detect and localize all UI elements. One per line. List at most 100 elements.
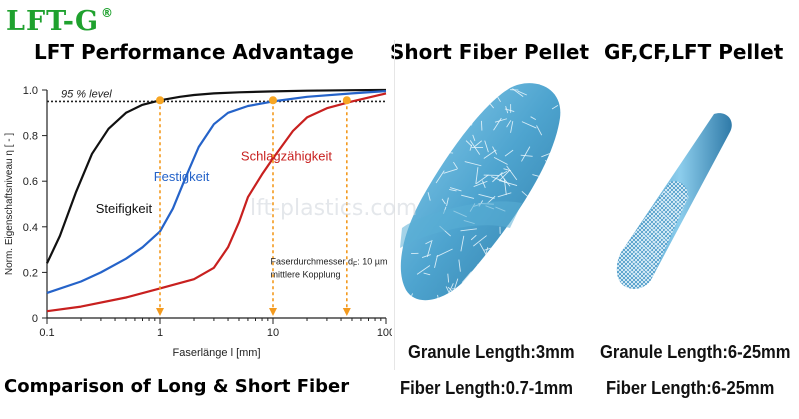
short-fiber-strand <box>473 180 488 187</box>
short-fiber-strand <box>428 156 440 161</box>
long-fiber-strand <box>626 188 671 274</box>
short-fiber-strand <box>469 144 473 151</box>
short-fiber-strand <box>461 271 472 283</box>
short-fiber-strand <box>427 192 431 201</box>
short-fiber-strand <box>531 232 546 239</box>
short-fiber-strand <box>544 160 552 167</box>
short-fiber-strand <box>434 255 438 268</box>
short-fiber-strand <box>476 271 481 283</box>
y-axis-label: Norm. Eigenschaftsniveau η [ - ] <box>4 133 15 276</box>
level-marker <box>342 96 351 105</box>
short-fiber-strand <box>465 140 473 147</box>
short-fiber-strand <box>545 228 553 243</box>
short-fiber-strand <box>413 139 424 144</box>
long-fiber-strand <box>636 193 682 278</box>
short-fiber-strand <box>529 244 538 257</box>
short-fiber-strand <box>500 173 511 187</box>
short-fiber-strand <box>528 233 542 243</box>
short-fiber-strand <box>541 174 549 190</box>
series-label-steifigkeit: Steifigkeit <box>96 201 153 216</box>
long-fiber-strand <box>628 189 674 275</box>
short-fiber-strand <box>521 121 537 129</box>
series-line-schlagzähigkeit <box>46 92 387 313</box>
short-fiber-strand <box>437 95 444 98</box>
short-fiber-strand <box>412 152 416 160</box>
short-fiber-strand <box>492 172 503 183</box>
short-fiber-strand <box>548 255 557 259</box>
short-fiber-strand <box>419 165 423 184</box>
y-tick-label: 0.4 <box>23 222 38 234</box>
cut-facet <box>400 201 522 248</box>
short-fiber-strand <box>484 140 489 153</box>
short-fiber-strand <box>486 295 495 301</box>
brand-logo: LFT-G ® <box>6 6 114 37</box>
short-fiber-pellet-illustration <box>400 83 561 301</box>
short-fiber-strand <box>506 165 518 181</box>
short-fiber-strand <box>421 180 431 183</box>
short-fiber-strand <box>449 187 462 192</box>
short-fiber-strand <box>530 116 537 121</box>
drop-arrowhead <box>156 308 164 316</box>
long-fiber-length: Fiber Length:6-25mm <box>606 378 775 398</box>
short-fiber-strand <box>504 149 514 157</box>
drop-arrowhead <box>342 308 351 316</box>
short-fiber-strand <box>458 109 464 118</box>
x-tick-label: 10 <box>267 327 279 339</box>
short-fiber-strand <box>436 248 453 257</box>
long-granule-length: Granule Length:6-25mm <box>600 342 791 362</box>
reference-line-label: 95 % level <box>61 88 112 100</box>
short-fiber-strand <box>554 156 559 169</box>
short-fiber-strand <box>461 194 475 199</box>
long-fiber-strand <box>641 195 687 280</box>
short-fiber-strand <box>477 264 481 276</box>
series-line-steifigkeit <box>46 88 387 264</box>
level-marker <box>269 96 277 105</box>
short-fiber-strand <box>468 106 470 116</box>
short-fiber-strand <box>447 273 450 283</box>
short-fiber-strand <box>470 234 477 241</box>
long-fiber-strand <box>623 187 669 273</box>
short-fiber-strand <box>493 117 502 131</box>
short-fiber-strand <box>510 271 517 277</box>
long-pellet-heading: GF,CF,LFT Pellet <box>604 40 784 64</box>
logo-text: LFT-G <box>6 6 100 37</box>
short-fiber-strand <box>541 268 552 279</box>
short-fiber-strand <box>544 286 552 301</box>
registered-mark: ® <box>101 6 115 20</box>
short-fiber-strand <box>480 120 483 131</box>
short-fiber-strand <box>521 146 531 162</box>
x-tick-label: 1 <box>157 327 163 339</box>
short-fiber-strand <box>506 120 512 128</box>
short-fiber-strand <box>556 275 561 282</box>
short-fiber-strand <box>426 150 434 164</box>
short-fiber-strand <box>555 215 561 225</box>
short-fiber-strand <box>446 197 449 207</box>
short-fiber-strand <box>540 207 547 215</box>
pellet-body <box>400 83 561 301</box>
long-fiber-strand <box>644 196 690 281</box>
short-fiber-strand <box>503 178 507 195</box>
short-fiber-strand <box>474 140 483 147</box>
short-fiber-strand <box>517 90 527 96</box>
short-fiber-strand <box>529 294 537 301</box>
short-fiber-strand <box>475 167 479 185</box>
short-fiber-strand <box>421 254 431 258</box>
short-fiber-strand <box>446 137 452 144</box>
short-fiber-strand <box>532 216 535 224</box>
short-fiber-strand <box>519 221 527 231</box>
short-fiber-strand <box>422 121 436 127</box>
short-fiber-strand <box>412 160 417 171</box>
short-fiber-strand <box>512 88 524 97</box>
long-pellet-fiber-section <box>616 181 688 289</box>
short-fiber-strand <box>472 134 476 142</box>
short-fiber-strand <box>420 90 433 103</box>
short-fiber-strand <box>534 244 537 257</box>
y-tick-label: 0 <box>32 313 38 325</box>
short-fiber-strand <box>538 217 551 228</box>
fiber-diameter-annotation: Faserdurchmesser dF: 10 µm <box>270 256 387 268</box>
short-fiber-strand <box>455 113 464 118</box>
short-fiber-strand <box>518 270 526 284</box>
long-fibers <box>623 187 690 281</box>
short-fiber-length: Fiber Length:0.7-1mm <box>400 378 573 398</box>
short-fiber-strand <box>473 235 487 247</box>
